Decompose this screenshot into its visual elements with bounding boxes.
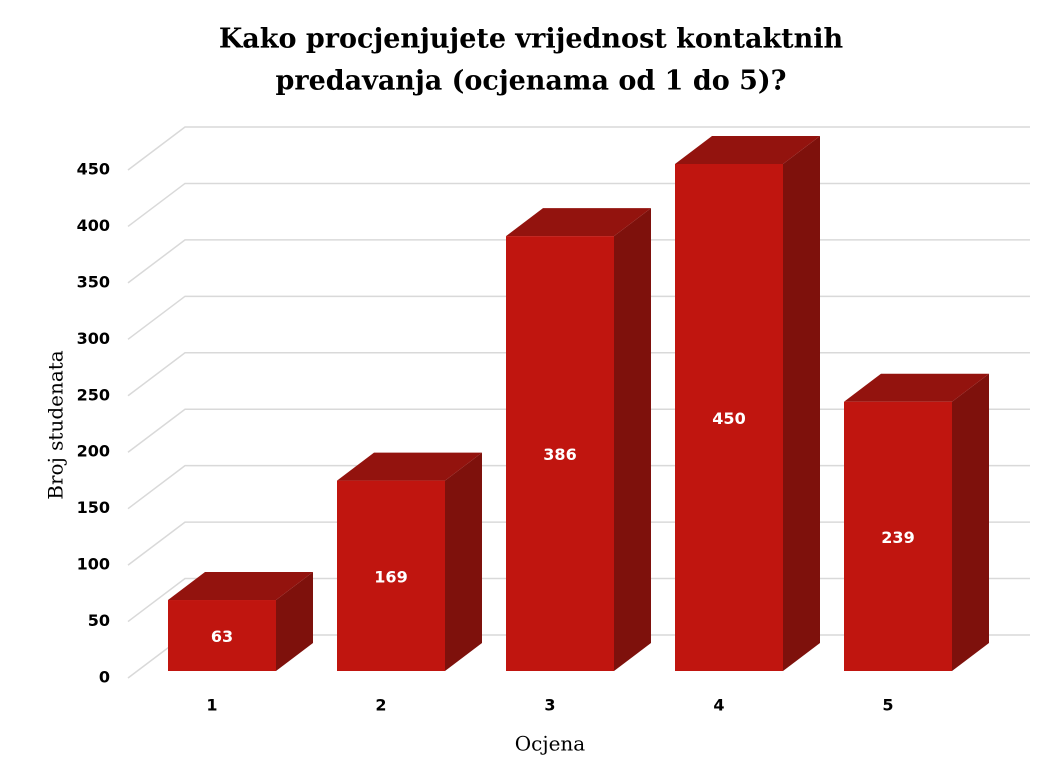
value-label: 386	[543, 445, 576, 464]
y-tick-label: 0	[99, 668, 110, 687]
bar-top	[675, 136, 820, 164]
value-label: 239	[881, 528, 914, 547]
bar-side	[952, 373, 989, 671]
x-tick-label: 4	[713, 696, 724, 715]
x-axis-title: Ocjena	[515, 732, 586, 756]
bar-top	[844, 373, 989, 402]
bar-side	[445, 452, 482, 671]
y-tick-label: 350	[77, 272, 110, 291]
bar-top	[337, 452, 482, 481]
x-tick-label: 2	[375, 696, 386, 715]
chart-title: Kako procjenjujete vrijednost kontaktnih	[219, 24, 844, 55]
value-label: 169	[374, 567, 407, 586]
bar-top	[168, 572, 313, 601]
y-tick-label: 450	[77, 160, 110, 179]
bar-side	[783, 136, 820, 671]
bar-side	[276, 572, 313, 671]
y-tick-label: 50	[88, 611, 110, 630]
x-tick-label: 5	[882, 696, 893, 715]
bar-side	[614, 208, 651, 671]
value-label: 63	[211, 627, 233, 646]
bar	[337, 480, 445, 671]
grid-line	[127, 126, 1030, 171]
y-tick-label: 100	[77, 555, 110, 574]
y-axis-title: Broj studenata	[44, 350, 68, 500]
chart-title: predavanja (ocjenama od 1 do 5)?	[275, 66, 786, 97]
x-tick-label: 1	[206, 696, 217, 715]
bar	[844, 401, 952, 671]
x-tick-label: 3	[544, 696, 555, 715]
bar	[675, 164, 783, 671]
y-tick-label: 200	[77, 442, 110, 461]
bar-top	[506, 208, 651, 237]
y-tick-label: 300	[77, 329, 110, 348]
y-tick-label: 250	[77, 385, 110, 404]
y-tick-label: 150	[77, 498, 110, 517]
value-label: 450	[712, 409, 745, 428]
bar	[168, 600, 276, 671]
bar	[506, 236, 614, 671]
y-tick-label: 400	[77, 216, 110, 235]
